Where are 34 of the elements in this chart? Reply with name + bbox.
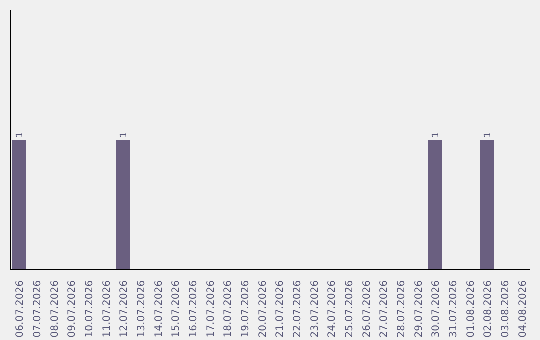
x-tick-label: 19.07.2026 xyxy=(240,280,252,338)
x-tick-label: 02.08.2026 xyxy=(483,280,494,338)
x-tick-label: 24.07.2026 xyxy=(327,280,338,338)
x-tick-label: 23.07.2026 xyxy=(310,280,321,338)
x-tick-label: 18.07.2026 xyxy=(223,280,234,338)
data-label: 1 xyxy=(484,132,494,138)
x-tick-label: 22.07.2026 xyxy=(292,280,304,338)
x-tick-label: 25.07.2026 xyxy=(344,280,356,338)
data-label: 1 xyxy=(120,132,130,138)
data-label: 1 xyxy=(432,132,442,138)
x-tick-label: 10.07.2026 xyxy=(84,280,96,338)
x-tick-label: 11.07.2026 xyxy=(102,280,113,338)
x-tick-label: 09.07.2026 xyxy=(67,280,78,338)
x-tick-label: 15.07.2026 xyxy=(171,280,182,338)
x-tick-label: 08.07.2026 xyxy=(50,280,61,338)
x-tick-label: 31.07.2026 xyxy=(448,280,460,338)
x-tick-label: 21.07.2026 xyxy=(275,280,286,338)
x-tick-label: 07.07.2026 xyxy=(32,280,44,338)
x-tick-label: 27.07.2026 xyxy=(379,280,390,338)
x-tick-label: 30.07.2026 xyxy=(431,280,442,338)
x-tick-label: 01.08.2026 xyxy=(466,280,477,338)
x-tick-label: 13.07.2026 xyxy=(136,280,148,338)
x-tick-label: 20.07.2026 xyxy=(258,280,269,338)
x-tick-label: 03.08.2026 xyxy=(500,280,512,338)
x-tick-label: 14.07.2026 xyxy=(154,280,165,338)
x-tick-label: 04.08.2026 xyxy=(518,280,529,338)
x-tick-label: 17.07.2026 xyxy=(206,280,217,338)
x-tick-label: 16.07.2026 xyxy=(188,280,200,338)
x-tick-label: 28.07.2026 xyxy=(396,280,408,338)
x-tick-label: 29.07.2026 xyxy=(414,280,425,338)
x-tick-label: 06.07.2026 xyxy=(15,280,26,338)
x-tick-label: 12.07.2026 xyxy=(119,280,130,338)
data-label: 1 xyxy=(16,132,26,138)
x-tick-label: 26.07.2026 xyxy=(362,280,373,338)
